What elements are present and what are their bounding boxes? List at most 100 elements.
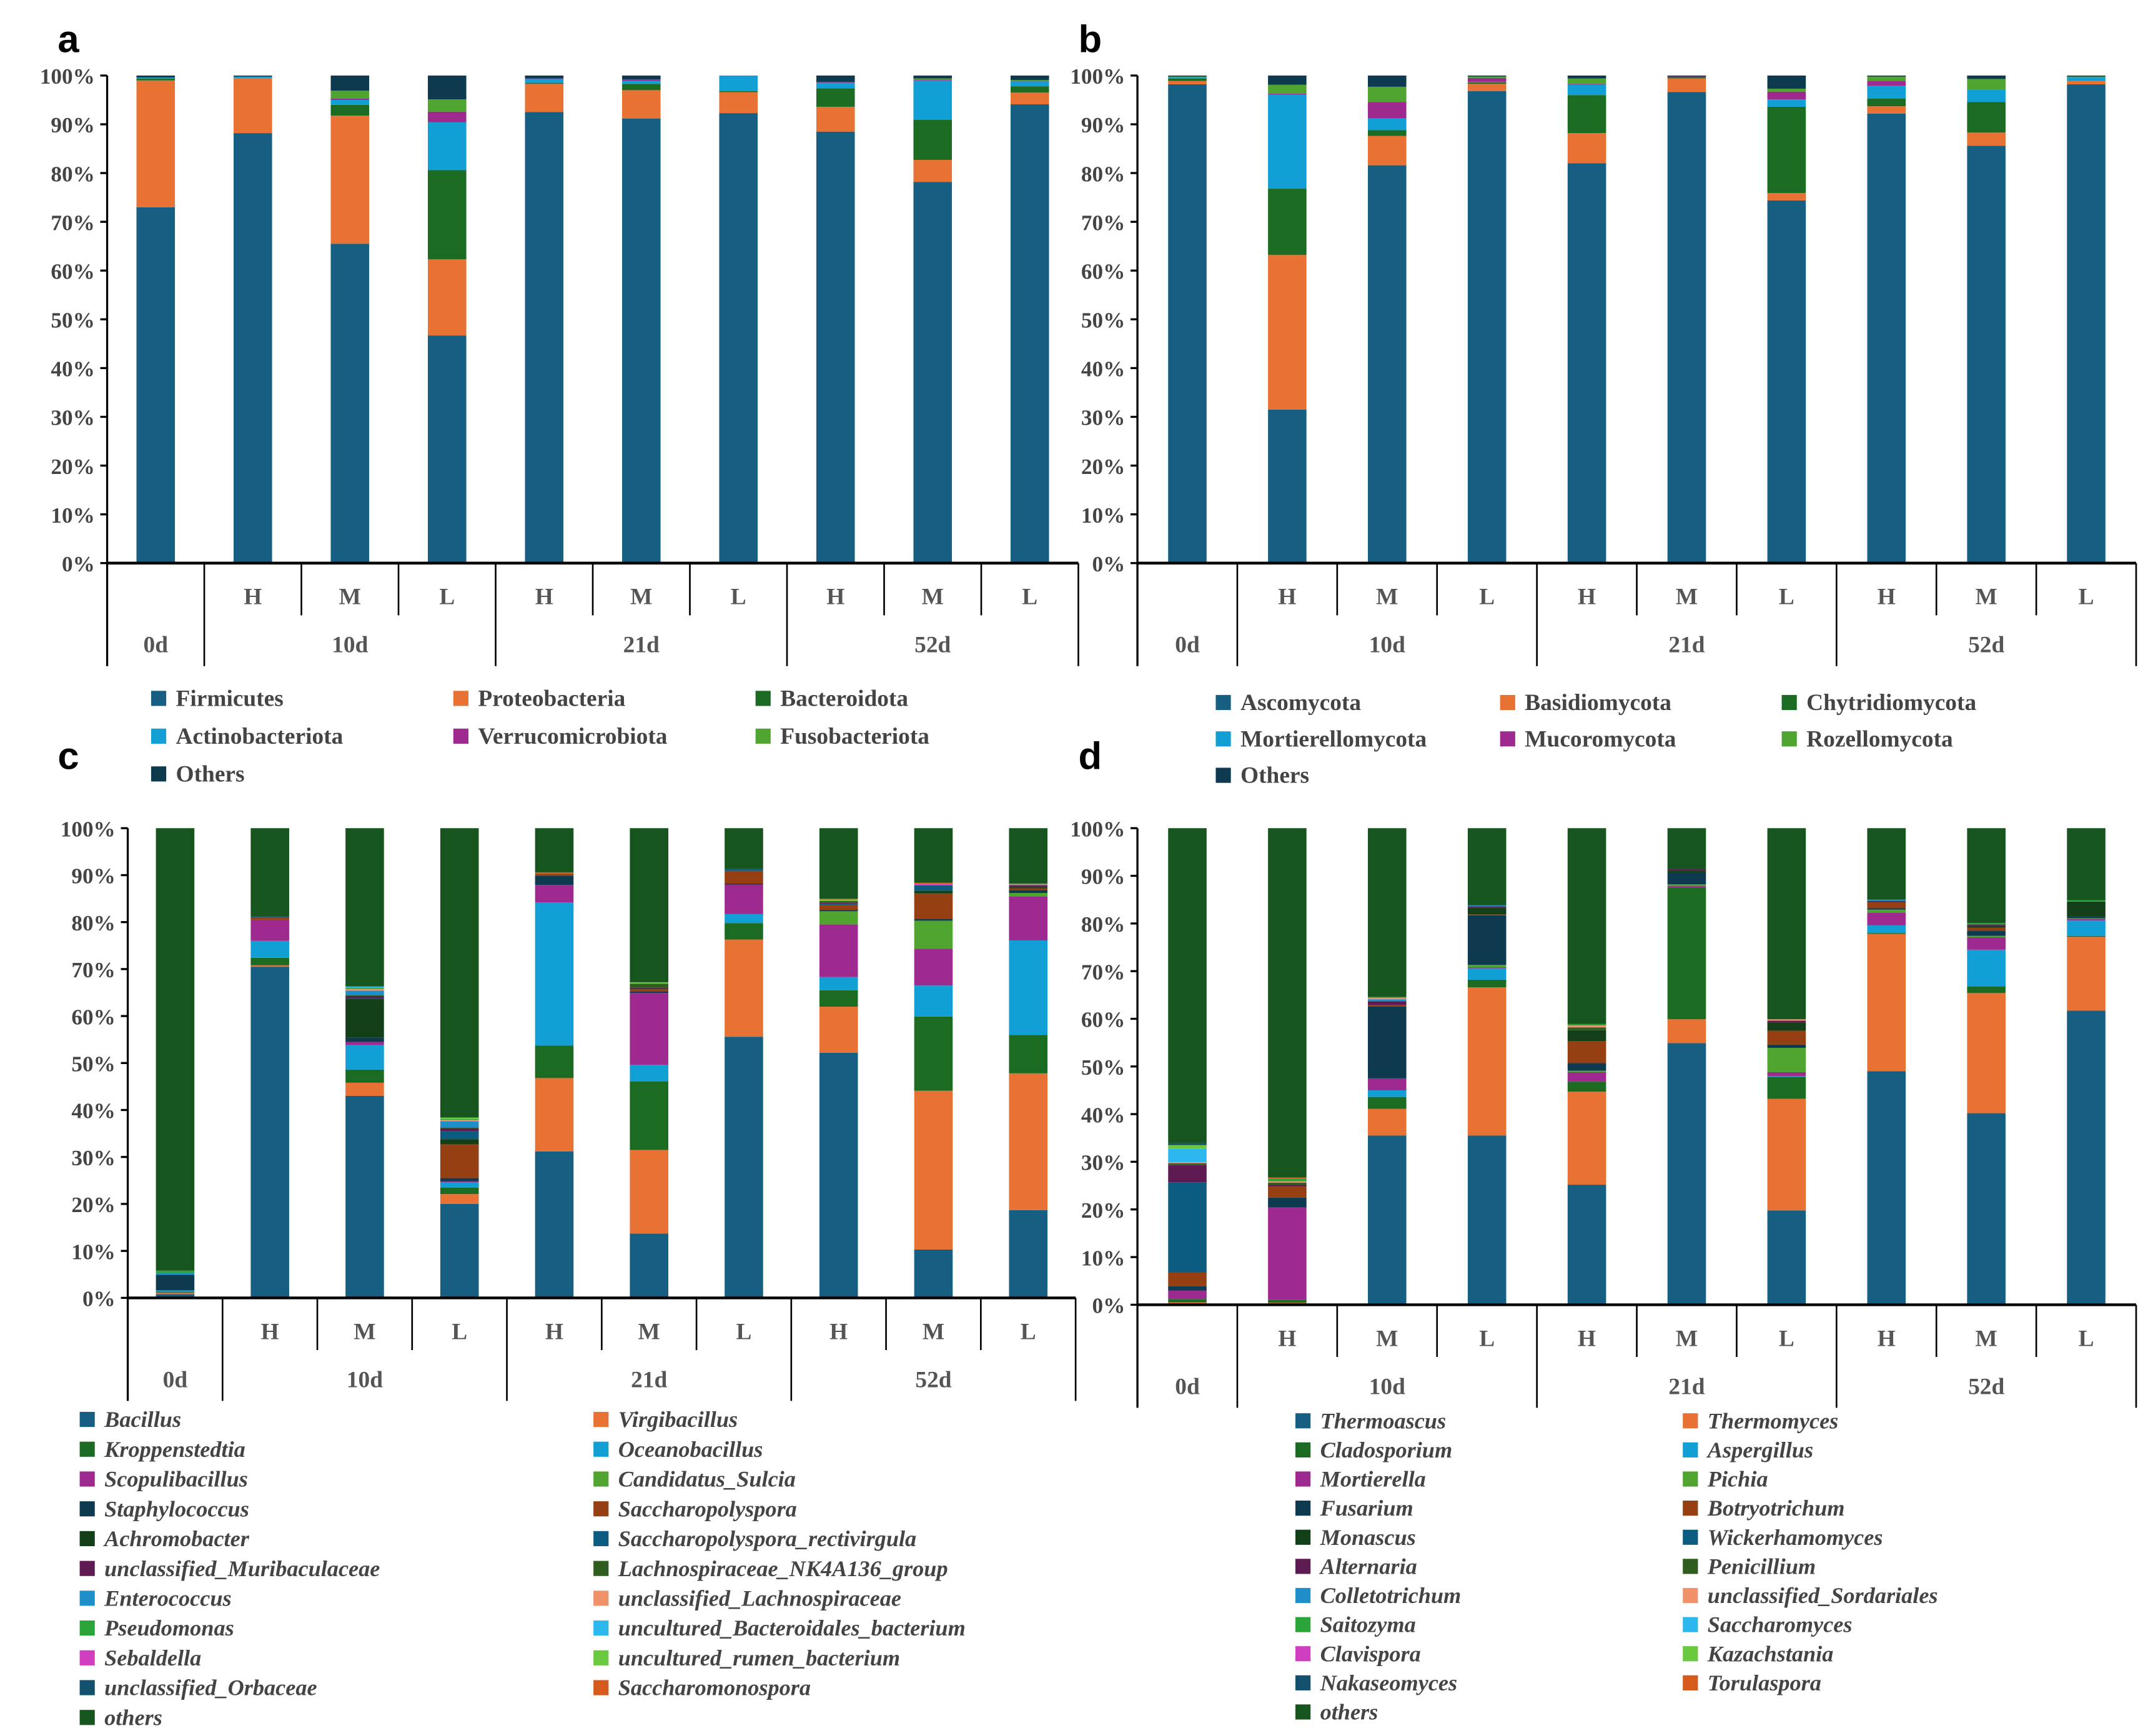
bar-segment-others — [1767, 828, 1806, 1020]
legend-label: Saccharopolyspora — [618, 1496, 797, 1521]
bar-segment-bacteroidota — [719, 91, 758, 92]
bar-segment-basidiomycota — [1867, 106, 1906, 114]
x-group-label: 52d — [915, 1367, 951, 1393]
x-group-label: 52d — [914, 633, 951, 658]
bar-segment-verrucomicrobiota — [621, 79, 661, 81]
bar-segment-cladosporium — [1268, 1300, 1307, 1303]
bar-segment-thermoascus — [1667, 1043, 1706, 1305]
bar-segment-alternaria — [1168, 1165, 1207, 1183]
bar-segment-unclassified-orbaceae — [250, 916, 289, 918]
bar-segment-unclassified-muribaculaceae — [819, 902, 858, 904]
legend: Thermoascus Thermomyces Cladosporium Asperg… — [1295, 1408, 1938, 1725]
bar-segment-virgibacillus — [440, 1194, 479, 1204]
bar-segment-penicillium — [1268, 1183, 1307, 1185]
bar-segment-pseudomonas — [156, 1270, 195, 1273]
legend-item: Thermoascus — [1295, 1408, 1446, 1433]
legend-item: Staphylococcus — [79, 1496, 249, 1521]
y-tick-label: 10% — [71, 1240, 115, 1264]
y-tick-label: 70% — [1081, 210, 1125, 235]
bar-segment-penicillium — [1168, 1163, 1207, 1165]
legend-item: Saccharopolyspora_rectivirgula — [593, 1526, 916, 1551]
bar-segment-uncultured-rumen-bacterium — [630, 982, 668, 984]
x-group-label: 0d — [163, 1367, 188, 1393]
bar-segment-lachnospiraceae-nk4a136-group — [819, 900, 858, 903]
bar-segment-others — [136, 75, 176, 78]
bar-segment-rozellomycota — [1867, 76, 1906, 81]
legend-label: Fusobacteriota — [780, 724, 929, 749]
legend-label: Scopulibacillus — [104, 1467, 248, 1492]
bar-segment-candidatus-sulcia — [1009, 893, 1048, 897]
bar-segment-unclassified-sordariales — [1767, 1019, 1806, 1021]
legend-swatch — [151, 728, 167, 744]
legend-swatch — [79, 1531, 95, 1547]
y-tick-label: 30% — [1081, 1151, 1125, 1175]
legend-label: Rozellomycota — [1806, 726, 1953, 752]
bar-segment-staphylococcus — [440, 1178, 479, 1181]
legend-item: Enterococcus — [79, 1586, 232, 1610]
bar-segment-saccharopolyspora — [1009, 888, 1048, 890]
bar-segment-proteobacteria — [330, 115, 370, 244]
x-group-label: 10d — [1369, 1374, 1405, 1399]
legend-label: Penicillium — [1707, 1554, 1816, 1579]
bar-segment-fusobacteriota — [913, 78, 953, 80]
bar-segment-bacteroidota — [330, 104, 370, 116]
bar-segment-others — [1567, 75, 1606, 79]
legend-swatch — [453, 728, 468, 744]
legend-item: Sebaldella — [79, 1645, 201, 1670]
y-tick-label: 100% — [1070, 817, 1125, 841]
bar-segment-fusarium — [1168, 1286, 1207, 1291]
bar-segment-mortierella — [1667, 885, 1706, 887]
legend-swatch — [593, 1411, 609, 1428]
legend-swatch — [1683, 1587, 1698, 1604]
legend-item: Proteobacteria — [453, 686, 626, 711]
y-tick-label: 100% — [1070, 64, 1125, 89]
legend-swatch — [1683, 1529, 1698, 1545]
x-sub-label: L — [736, 1319, 751, 1344]
bar-segment-enterococcus — [156, 1273, 195, 1275]
bar-segment-fusarium — [1567, 1063, 1606, 1071]
legend-item: Others — [151, 761, 245, 787]
bar-segment-firmicutes — [330, 244, 370, 563]
legend-item: Virgibacillus — [593, 1407, 738, 1432]
bar-segment-fusarium — [1667, 872, 1706, 885]
bar-segment-bacteroidota — [1010, 86, 1049, 93]
bar-segment-scopulibacillus — [345, 1042, 384, 1045]
bar-segment-thermoascus — [1467, 1135, 1507, 1305]
bar-segment-saccharomonospora — [535, 872, 574, 874]
legend-swatch — [755, 691, 771, 706]
legend-swatch — [1781, 694, 1797, 711]
y-tick-label: 60% — [1081, 1008, 1125, 1032]
legend-label: Candidatus_Sulcia — [618, 1467, 796, 1492]
bar-segment-pichia — [1567, 1070, 1606, 1072]
bar-segment-mortierella — [2067, 919, 2106, 921]
bar-segment-scopulibacillus — [914, 949, 953, 986]
bar-segment-unclassified-muribaculaceae — [1009, 885, 1048, 887]
bar-segment-staphylococcus — [819, 910, 858, 912]
bar-segment-proteobacteria — [719, 92, 758, 114]
bar-segment-proteobacteria — [621, 90, 661, 119]
bar-segment-oceanobacillus — [156, 1290, 195, 1292]
legend-swatch — [593, 1501, 609, 1517]
x-sub-label: M — [638, 1319, 660, 1344]
bar-segment-mortierella — [1467, 967, 1507, 969]
legend-item: Lachnospiraceae_NK4A136_group — [593, 1556, 948, 1581]
bar-segment-virgibacillus — [156, 1293, 195, 1295]
x-sub-label: M — [922, 584, 944, 610]
bar-segment-mortierellomycota — [2067, 77, 2106, 81]
legend: Ascomycota Basidiomycota Chytridiomycota Mo… — [1215, 690, 1976, 789]
bar-segment-fusarium — [2067, 916, 2106, 919]
y-tick-label: 60% — [51, 259, 94, 284]
x-sub-label: M — [1676, 584, 1698, 610]
x-sub-label: L — [452, 1319, 467, 1344]
bar-segment-basidiomycota — [2067, 81, 2106, 85]
panel-label: d — [1078, 735, 1102, 778]
legend-label: Verrucomicrobiota — [478, 724, 667, 749]
bar-segment-firmicutes — [621, 118, 661, 563]
bar-segment-bacillus — [914, 1249, 953, 1298]
bar-segment-virgibacillus — [1009, 1073, 1048, 1210]
bar-segment-fusarium — [1867, 908, 1906, 910]
bar-segment-firmicutes — [234, 133, 272, 563]
legend-label: Aspergillus — [1706, 1438, 1813, 1462]
bar-segment-wickerhamomyces — [1168, 1182, 1207, 1273]
